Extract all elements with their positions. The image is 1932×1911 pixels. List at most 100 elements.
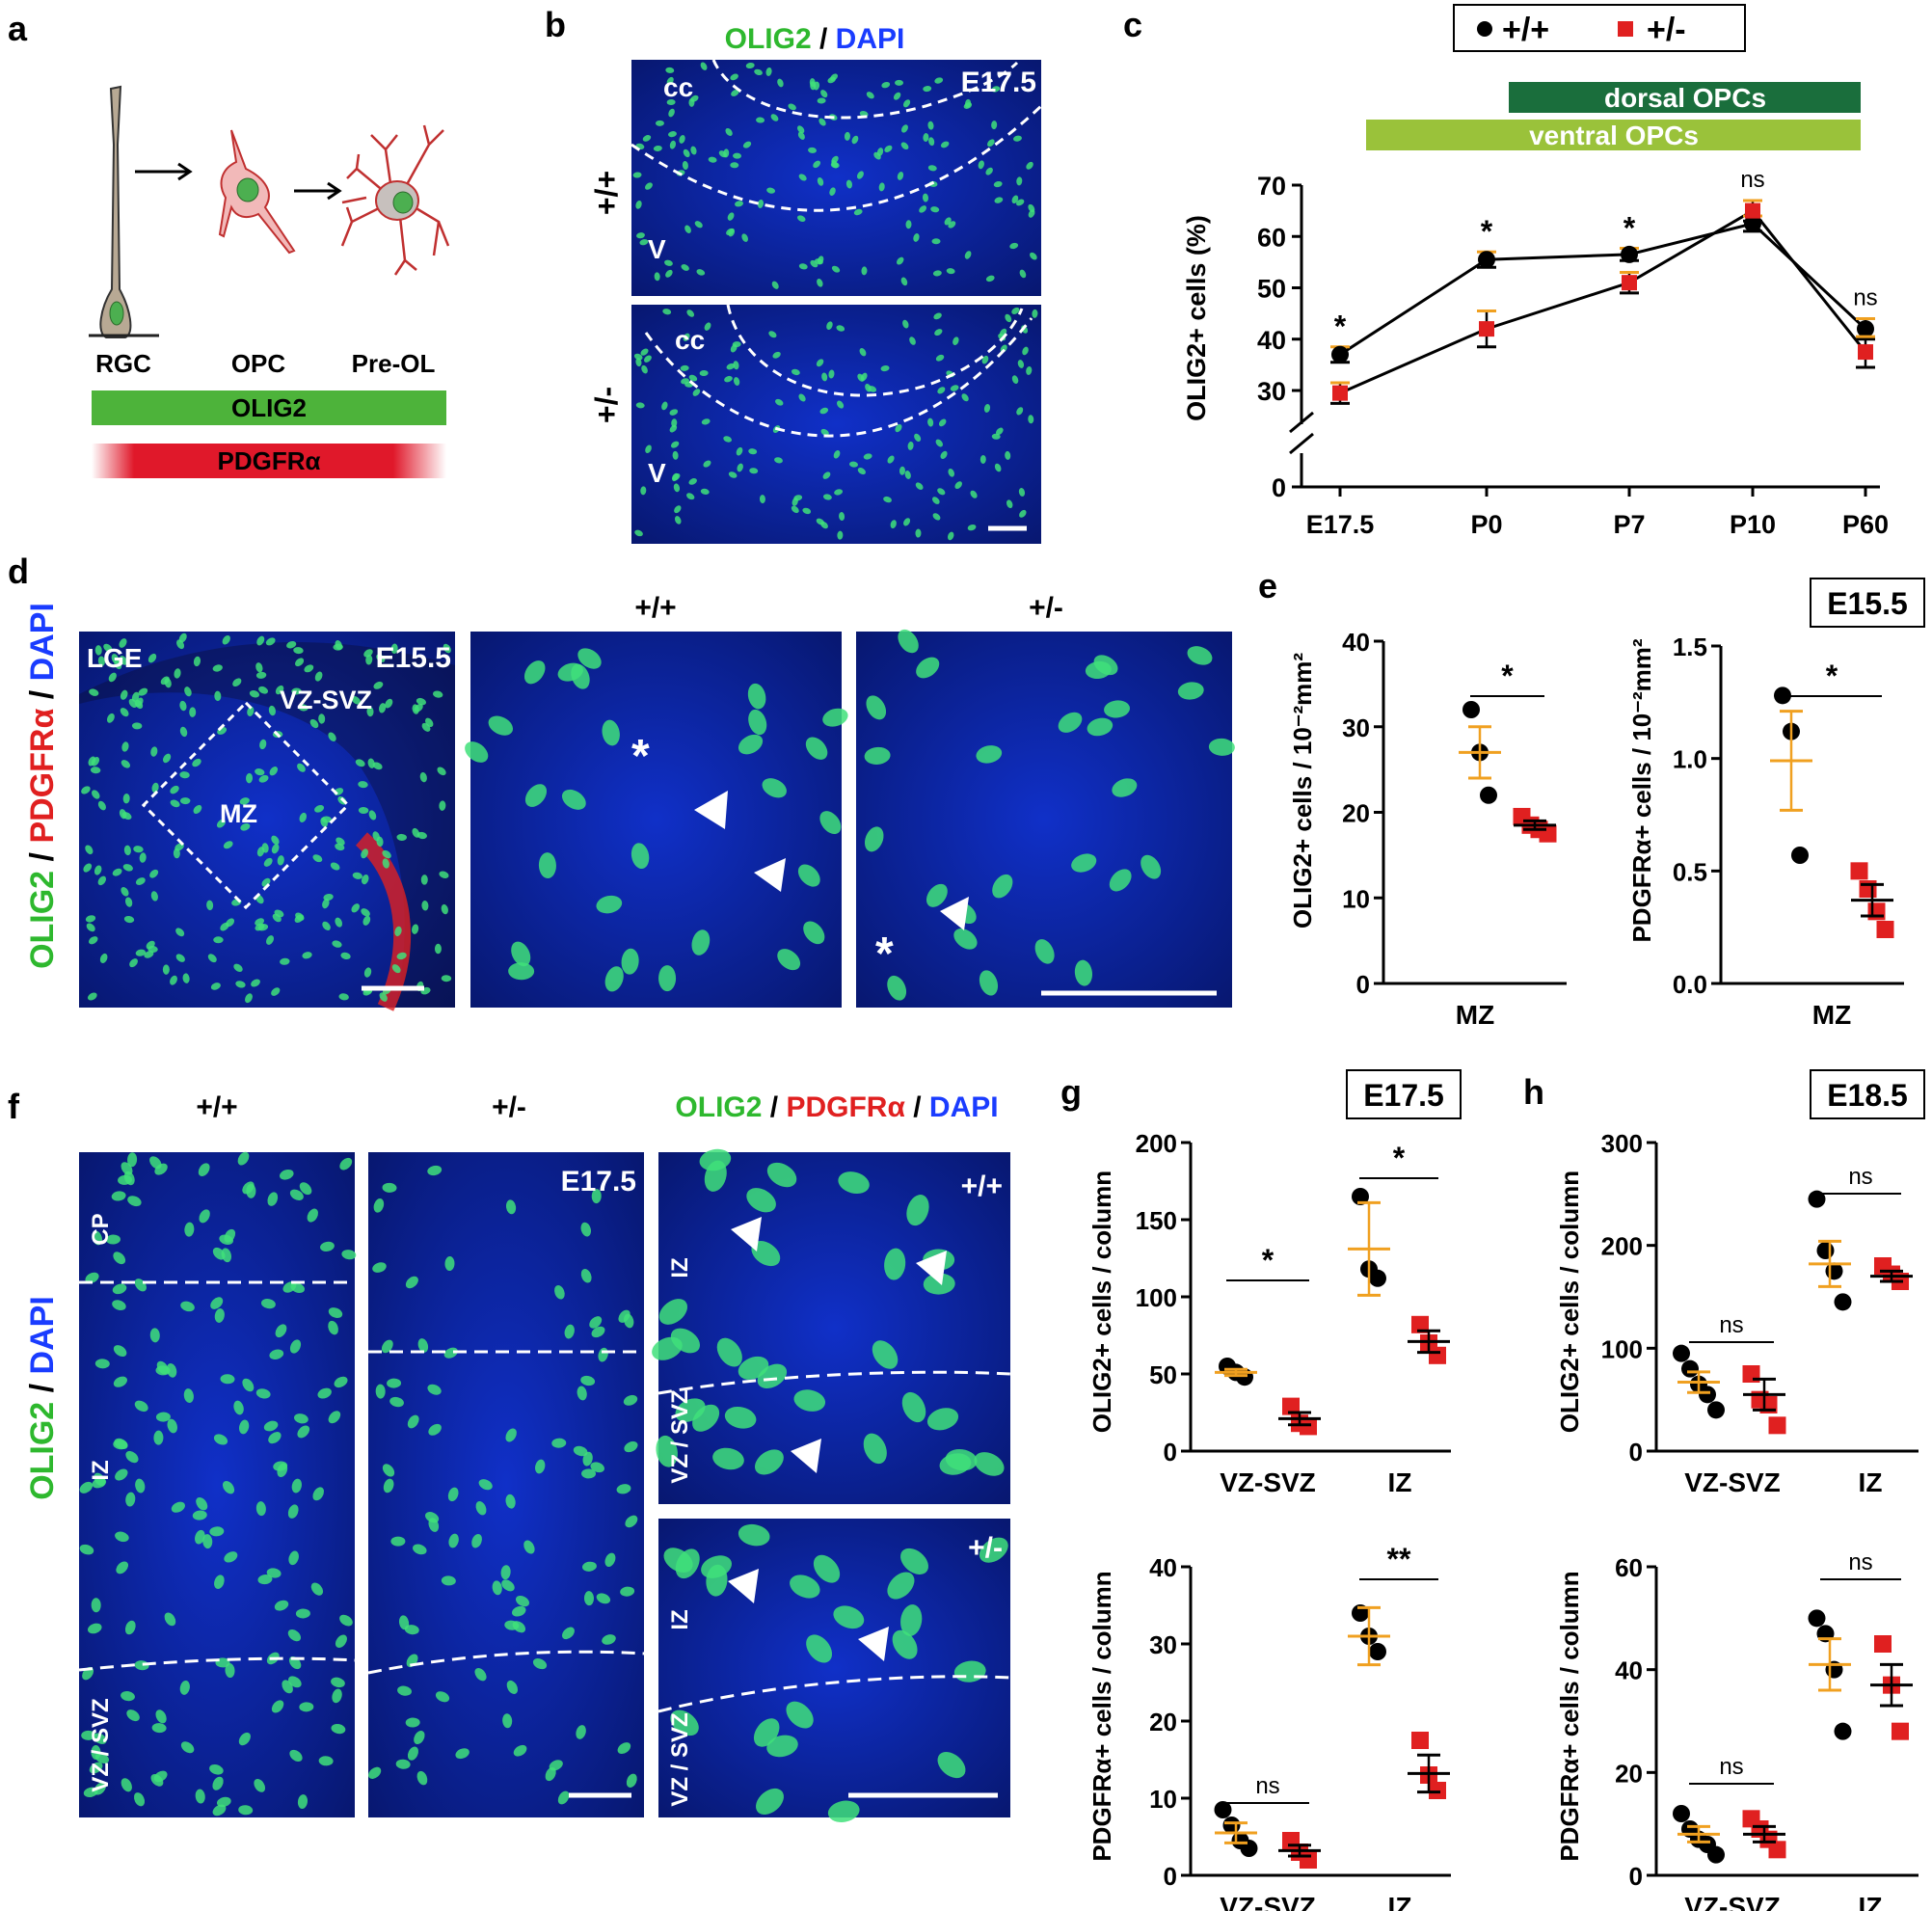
micrograph-d-overview-nucleus: [174, 668, 181, 679]
c-ytick-label-1: 30: [1257, 377, 1286, 406]
olig2-expression-bar: [92, 390, 446, 425]
micrograph-d-overview-nucleus: [121, 886, 129, 897]
micrograph-d-overview-nucleus: [396, 952, 407, 960]
micrograph-f-wt-nucleus: [112, 1283, 127, 1295]
micrograph-f-wt-nucleus: [224, 1551, 238, 1563]
micrograph-f-het-nucleus: [625, 1515, 638, 1528]
micrograph-d-het-nucleus: [866, 695, 887, 720]
micrograph-b-wt-nucleus: [1011, 195, 1019, 204]
chart-h1-sig-label-1: ns: [1848, 1164, 1872, 1190]
side-pdgfra: PDGFRα: [24, 709, 61, 844]
micrograph-b-wt-nucleus: [642, 135, 652, 142]
micrograph-f-het-nucleus: [506, 1680, 519, 1694]
micrograph-f-wt-nucleus: [123, 1171, 135, 1186]
chart-g1-ylabel: OLIG2+ cells / column: [1087, 1171, 1116, 1433]
micrograph-d-overview-nucleus: [382, 849, 391, 859]
micrograph-b-wt-nucleus: [798, 174, 807, 181]
rgc-nucleus: [109, 301, 124, 326]
micrograph-d-overview-nucleus: [81, 786, 91, 794]
micrograph-b-wt-nucleus: [900, 277, 908, 286]
micrograph-d-overview-nucleus: [206, 900, 214, 911]
chart-e1-ytick-label-0: 0: [1356, 970, 1370, 999]
micrograph-f-wt-nucleus: [222, 1481, 235, 1494]
micrograph-d-overview-nucleus: [144, 951, 154, 958]
micrograph-b-het-nucleus: [748, 448, 758, 455]
micrograph-f-wt-nucleus: [92, 1230, 102, 1246]
micrograph-d-overview-nucleus: [133, 846, 144, 853]
micrograph-d-overview-nucleus: [390, 643, 398, 655]
micrograph-d-overview-nucleus: [421, 901, 429, 911]
micrograph-b-het-nucleus: [724, 375, 733, 383]
micrograph-f-wt-nucleus: [297, 1425, 310, 1439]
micrograph-d-het-nucleus: [898, 629, 919, 654]
micrograph-d-wt-nucleus: [511, 941, 531, 967]
micrograph-d-overview-nucleus: [318, 713, 326, 724]
micrograph-d-overview-nucleus: [103, 643, 113, 653]
micrograph-b-wt-nucleus: [922, 193, 929, 202]
micrograph-d-overview-nucleus: [121, 812, 132, 821]
micrograph-f-wt-nucleus: [320, 1241, 335, 1252]
micrograph-b-wt-nucleus: [730, 73, 738, 81]
micrograph-f-wt-nucleus: [115, 1468, 128, 1481]
micrograph-f-het-nucleus: [513, 1744, 527, 1757]
chart-g1-point-2-2: [1369, 1269, 1386, 1287]
micrograph-d-wt-nucleus: [488, 715, 514, 736]
chart-g2-point-0-1: [1222, 1817, 1241, 1834]
micrograph-d-overview-nucleus: [372, 831, 380, 842]
chart-e1-plot: 0 10 20 30 40 MZ *: [1342, 628, 1567, 1030]
arrowhead-f-wt-3: [791, 1439, 821, 1473]
micrograph-b-het-nucleus: [902, 319, 909, 329]
micrograph-b-wt-nucleus: [991, 121, 998, 130]
legend-marker-het: [1618, 21, 1633, 37]
micrograph-d-overview-nucleus: [391, 964, 401, 974]
micrograph-f-wt-nucleus: [287, 1504, 299, 1519]
micrograph-b-wt-nucleus: [985, 275, 995, 283]
micrograph-d-overview-nucleus: [193, 656, 201, 667]
micrograph-d-overview-nucleus: [162, 964, 170, 975]
micrograph-f-het-nucleus: [557, 1790, 570, 1805]
micrograph-f-het-nucleus: [581, 1468, 597, 1479]
micrograph-b-wt-nucleus: [742, 141, 752, 148]
micrograph-d-overview-nucleus: [294, 914, 305, 923]
micrograph-f-wt-nucleus: [212, 1776, 224, 1790]
micrograph-b-het-nucleus: [1018, 488, 1026, 497]
micrograph-b-het-nucleus: [1005, 313, 1012, 323]
micrograph-b-het-nucleus: [950, 385, 959, 391]
micrograph-f-wt-nucleus: [127, 1196, 142, 1207]
micrograph-b-het-nucleus: [793, 495, 803, 501]
chart-h1-point-0-3: [1699, 1386, 1716, 1404]
micrograph-f-wt-nucleus: [151, 1723, 167, 1734]
micrograph-b-het-nucleus: [635, 402, 645, 409]
stage-label-g: E17.5: [1363, 1078, 1444, 1113]
vz-svz-label-d: VZ-SVZ: [280, 686, 372, 714]
c-ytick-label-4: 60: [1257, 223, 1286, 252]
micrograph-f-het-nucleus: [492, 1580, 502, 1596]
f-side-olig2: OLIG2: [24, 1402, 61, 1500]
c-ytick-label-5: 70: [1257, 172, 1286, 201]
panel-a-schematic: RGC OPC Pre-OL OLIG2 PDGFRα: [89, 85, 450, 478]
micrograph-d-overview-nucleus: [148, 653, 157, 663]
micrograph-b-wt-nucleus: [927, 121, 934, 130]
chart-h2-plot: 0 20 40 60 VZ-SVZ IZ ns ns: [1615, 1549, 1919, 1911]
micrograph-f-wt-nucleus: [331, 1677, 345, 1688]
micrograph-b-wt-nucleus: [682, 161, 688, 170]
micrograph-f-inset-het-nucleus: [663, 1548, 693, 1574]
micrograph-f-wt-nucleus: [277, 1463, 288, 1478]
arrowhead-d-wt-2: [754, 858, 786, 892]
micrograph-f-het-nucleus: [573, 1445, 588, 1457]
micrograph-d-overview-nucleus: [256, 847, 265, 857]
micrograph-f-het-nucleus: [405, 1276, 418, 1289]
micrograph-d-overview-nucleus: [299, 812, 308, 823]
genotype-het-label: +/-: [589, 387, 624, 423]
micrograph-b-het-nucleus: [683, 333, 690, 341]
micrograph-b-het-nucleus: [640, 348, 649, 356]
micrograph-f-wt-nucleus: [89, 1762, 103, 1774]
micrograph-b-het-nucleus: [1022, 346, 1029, 356]
micrograph-b-wt-nucleus: [861, 266, 868, 276]
genotype-wt-label: +/+: [589, 171, 624, 215]
micrograph-d-wt-nucleus: [508, 962, 535, 981]
micrograph-d-het-nucleus: [926, 883, 948, 907]
chart-e1-point-1-3: [1539, 824, 1557, 843]
chart-h2-sig-label-1: ns: [1848, 1549, 1872, 1575]
micrograph-b-het-nucleus: [994, 463, 1002, 472]
